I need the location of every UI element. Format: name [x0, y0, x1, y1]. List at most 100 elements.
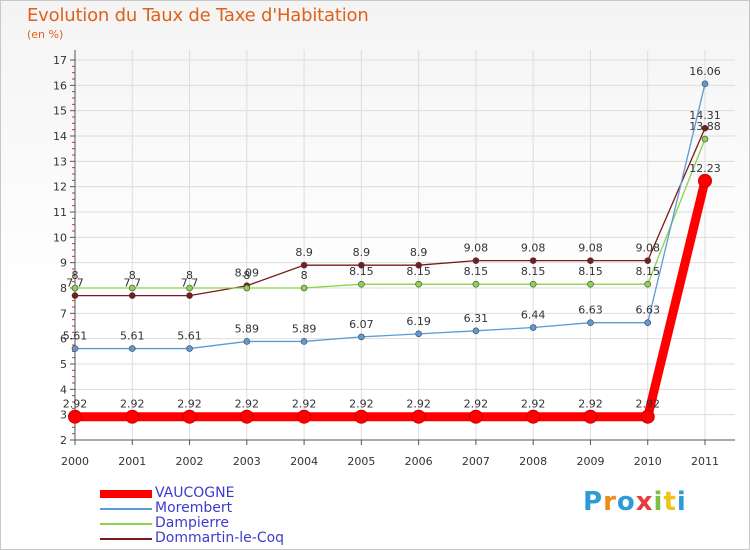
data-label: 7.7	[181, 277, 199, 290]
data-label: 6.07	[349, 318, 374, 331]
data-point	[243, 284, 251, 292]
data-label: 8	[72, 269, 79, 282]
data-point	[583, 409, 598, 424]
data-point	[358, 261, 365, 269]
data-point	[701, 80, 709, 88]
y-tick-label: 3	[60, 409, 67, 422]
data-point	[71, 284, 79, 292]
data-label: 2.92	[635, 398, 660, 411]
logo-letter: x	[635, 487, 654, 517]
legend-label: Morembert	[155, 500, 233, 516]
x-tick-label: 2005	[347, 455, 375, 468]
data-label: 8.9	[353, 246, 371, 259]
series-line	[75, 179, 710, 422]
data-point	[186, 345, 193, 352]
data-label: 7.7	[124, 277, 142, 290]
y-tick-label: 11	[53, 206, 67, 219]
data-point	[300, 261, 308, 269]
data-point	[529, 257, 537, 264]
series-vaucogne: 2.92 2.92 2.92 2.92 2.92 2.92 2.92 2.92 2.92 2.92…	[63, 162, 721, 424]
data-label: 5.89	[292, 322, 317, 335]
y-tick-label: 9	[60, 257, 67, 270]
series-dommartin-le-coq: 7.7 7.7 7.78.098.9 8.9 8.9 9.08 9.08 9.08 9.0814…	[66, 109, 721, 299]
data-label: 6.63	[578, 304, 603, 317]
data-label: 2.92	[120, 398, 145, 411]
data-point	[415, 280, 422, 288]
y-tick-label: 12	[53, 181, 67, 194]
legend-swatch	[100, 523, 152, 525]
y-tick-label: 14	[53, 130, 67, 143]
data-point	[526, 409, 541, 424]
data-label: 13.88	[689, 120, 721, 133]
x-tick-label: 2001	[118, 455, 146, 468]
data-label: 5.61	[63, 330, 88, 343]
y-tick-label: 13	[53, 155, 67, 168]
data-label: 6.63	[635, 304, 660, 317]
data-label: 2.92	[464, 398, 489, 411]
data-point	[587, 257, 594, 264]
data-label: 2.92	[406, 398, 431, 411]
data-label: 8	[301, 269, 308, 282]
data-label: 7.7	[66, 277, 84, 290]
data-point	[587, 280, 594, 288]
data-point	[354, 409, 369, 424]
x-tick-label: 2009	[576, 455, 604, 468]
series-line	[75, 127, 706, 297]
data-label: 16.06	[689, 65, 721, 78]
legend-swatch	[100, 490, 152, 498]
logo-letter: i	[653, 487, 664, 517]
data-point	[640, 409, 655, 424]
proxiti-logo: Proxiti	[583, 487, 687, 517]
legend-swatch	[100, 538, 152, 540]
logo-letter: P	[583, 487, 604, 517]
data-point	[468, 409, 483, 424]
data-label: 8	[243, 269, 250, 282]
legend-label: Dommartin-le-Coq	[155, 530, 285, 546]
data-point	[300, 338, 308, 345]
y-tick-label: 6	[60, 333, 67, 346]
data-label: 2.92	[63, 398, 88, 411]
data-label: 5.61	[177, 330, 202, 343]
data-label: 2.92	[177, 398, 202, 411]
data-label: 8.9	[295, 246, 313, 259]
legend-label: VAUCOGNE	[155, 485, 235, 501]
y-tick-label: 15	[53, 105, 67, 118]
data-label: 8	[129, 269, 136, 282]
data-label: 2.92	[292, 398, 317, 411]
x-tick-label: 2002	[176, 455, 204, 468]
data-point	[128, 292, 136, 299]
chart-title: Evolution du Taux de Taxe d'Habitation	[27, 5, 369, 26]
data-point	[358, 280, 365, 288]
data-label: 2.92	[578, 398, 603, 411]
data-point	[411, 409, 426, 424]
data-label: 8.15	[464, 265, 489, 278]
data-label: 2.92	[235, 398, 260, 411]
data-point	[587, 319, 594, 327]
data-point	[701, 135, 709, 143]
data-point	[415, 330, 422, 338]
data-point	[125, 409, 140, 424]
data-point	[472, 280, 480, 288]
logo-letter: t	[663, 487, 677, 517]
data-label: 8.15	[406, 265, 431, 278]
data-point	[698, 173, 712, 188]
data-point	[529, 324, 537, 331]
data-label: 2.92	[349, 398, 374, 411]
data-label: 6.44	[521, 309, 546, 322]
data-point	[186, 292, 193, 299]
data-label: 8.09	[235, 267, 260, 280]
data-point	[128, 345, 136, 352]
data-point	[644, 257, 652, 264]
data-point	[182, 409, 197, 424]
x-tick-label: 2008	[519, 455, 547, 468]
data-point	[300, 284, 308, 292]
data-point	[239, 409, 254, 424]
y-tick-label: 5	[60, 358, 67, 371]
data-label: 2.92	[521, 398, 546, 411]
logo-letter: o	[616, 487, 636, 517]
logo-letter: r	[603, 487, 617, 517]
x-tick-label: 2010	[634, 455, 662, 468]
y-tick-label: 16	[53, 79, 67, 92]
x-tick-label: 2004	[290, 455, 318, 468]
